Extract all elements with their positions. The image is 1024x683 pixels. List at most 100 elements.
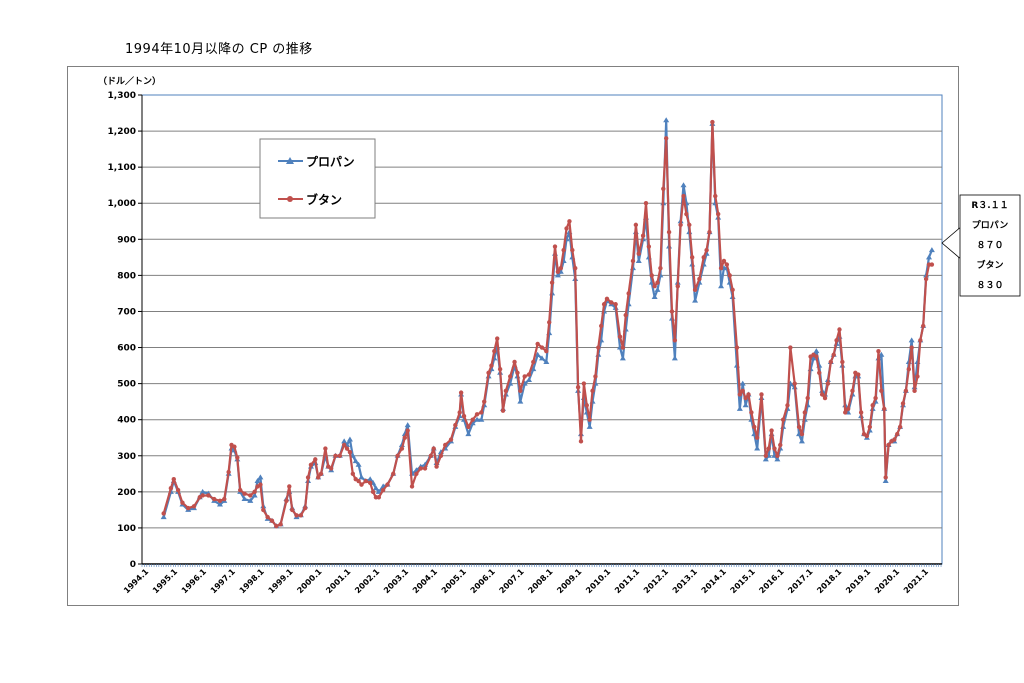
data-point-butane — [646, 244, 652, 249]
data-point-propane — [199, 488, 206, 494]
data-point-butane — [318, 471, 324, 477]
callout-text: ８７０ — [976, 240, 1003, 251]
data-point-propane — [367, 476, 374, 482]
data-point-propane — [352, 458, 359, 464]
data-point-butane — [168, 486, 174, 491]
data-point-butane — [443, 442, 448, 448]
data-point-butane — [512, 359, 517, 365]
data-point-butane — [252, 489, 257, 495]
data-point-butane — [663, 136, 669, 141]
data-point-butane — [636, 251, 641, 256]
data-point-butane — [434, 464, 439, 469]
data-point-butane — [601, 302, 607, 307]
data-point-propane — [404, 422, 411, 428]
x-tick-label: 1999.1 — [267, 567, 295, 595]
data-point-butane — [212, 496, 217, 502]
y-tick-label: 1,000 — [108, 199, 136, 209]
data-point-propane — [813, 348, 820, 354]
x-tick-label: 2003.1 — [382, 567, 410, 595]
data-point-propane — [754, 445, 761, 451]
data-point-butane — [623, 312, 628, 318]
data-point-propane — [247, 497, 254, 503]
data-point-butane — [495, 336, 500, 341]
x-tick-label: 1995.1 — [151, 567, 179, 595]
data-point-butane — [822, 395, 828, 401]
data-point-butane — [544, 348, 549, 354]
data-point-butane — [489, 363, 494, 368]
data-point-butane — [661, 186, 666, 191]
x-tick-label: 2017.1 — [786, 567, 814, 595]
x-tick-label: 1996.1 — [180, 567, 208, 595]
data-point-butane — [376, 495, 382, 500]
data-point-propane — [346, 436, 353, 442]
data-point-butane — [226, 469, 231, 475]
data-point-butane — [341, 442, 347, 448]
data-point-butane — [561, 247, 566, 253]
data-point-butane — [191, 504, 197, 509]
data-point-butane — [669, 309, 675, 314]
data-point-butane — [590, 388, 595, 394]
data-point-butane — [828, 359, 834, 365]
data-point-butane — [522, 374, 527, 379]
data-point-butane — [567, 219, 572, 224]
data-point-butane — [792, 381, 797, 386]
data-point-butane — [492, 348, 497, 354]
data-point-butane — [337, 453, 343, 458]
data-point-butane — [482, 399, 487, 404]
data-point-butane — [305, 475, 311, 480]
data-point-propane — [635, 257, 642, 263]
data-point-propane — [257, 474, 264, 480]
data-point-butane — [350, 471, 356, 477]
data-point-butane — [689, 255, 695, 260]
y-tick-label: 600 — [117, 344, 136, 354]
data-point-butane — [356, 478, 361, 484]
data-point-butane — [552, 244, 558, 249]
data-point-butane — [858, 410, 864, 415]
callout-text: プロパン — [972, 219, 1008, 231]
data-point-butane — [684, 211, 689, 217]
x-tick-label: 2011.1 — [613, 567, 641, 595]
data-point-butane — [385, 482, 390, 487]
data-point-butane — [814, 354, 819, 359]
data-point-butane — [308, 462, 314, 467]
data-point-butane — [313, 457, 318, 462]
data-point-butane — [609, 300, 614, 305]
data-point-butane — [900, 401, 906, 406]
data-point-butane — [578, 439, 584, 444]
data-point-butane — [746, 392, 751, 397]
data-point-propane — [517, 398, 524, 404]
legend-marker-propane — [286, 157, 294, 164]
data-point-propane — [762, 456, 769, 462]
data-point-butane — [237, 487, 243, 493]
data-point-propane — [526, 377, 533, 383]
data-point-propane — [739, 380, 746, 386]
data-point-butane — [599, 323, 604, 329]
data-point-propane — [465, 431, 472, 437]
data-point-butane — [915, 374, 920, 379]
data-point-butane — [805, 395, 810, 401]
y-tick-label: 1,100 — [108, 163, 136, 173]
data-point-butane — [840, 359, 845, 365]
data-point-propane — [692, 297, 699, 303]
data-point-butane — [929, 262, 935, 267]
data-point-butane — [466, 424, 471, 430]
legend-label: プロパン — [306, 154, 355, 169]
data-point-propane — [810, 355, 817, 361]
data-point-butane — [596, 345, 601, 350]
series-line-butane — [162, 120, 932, 528]
data-point-butane — [640, 233, 646, 238]
data-point-propane — [736, 405, 743, 411]
data-point-butane — [903, 388, 909, 394]
data-point-propane — [774, 456, 781, 462]
data-point-butane — [555, 269, 561, 274]
chart-title: 1994年10月以降の CP の推移 — [125, 42, 313, 57]
data-point-butane — [380, 487, 386, 493]
legend-marker-butane — [287, 196, 293, 202]
data-point-butane — [864, 433, 870, 439]
data-point-butane — [395, 453, 400, 458]
y-tick-label: 400 — [117, 416, 136, 426]
legend-label: ブタン — [306, 192, 342, 207]
data-point-butane — [658, 265, 663, 271]
